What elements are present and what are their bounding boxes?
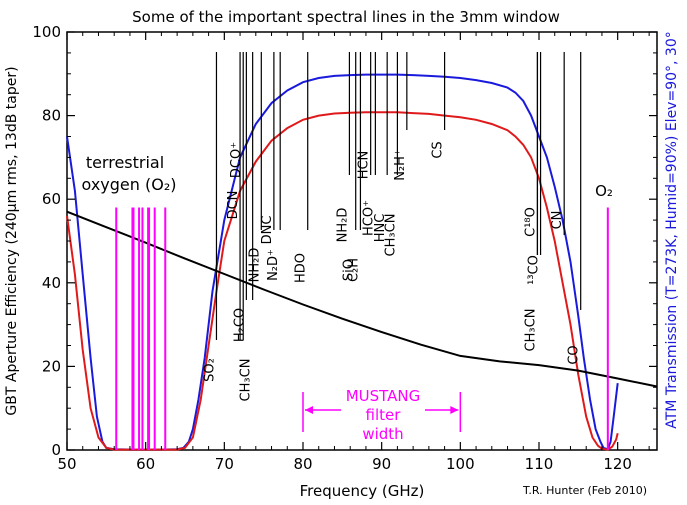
annotation-width: width (362, 425, 403, 443)
y-axis-label-left: GBT Aperture Efficiency (240μm rms, 13dB… (4, 66, 20, 415)
annotation-mustang: MUSTANG (346, 387, 421, 405)
x-tick-label: 100 (446, 455, 475, 473)
y-axis-label-right: ATM Transmission (T=273K, Humid=90%) Ele… (664, 31, 680, 428)
spectral-line-label: DCN (226, 191, 241, 220)
spectral-line-label: HCN (357, 151, 372, 180)
y-tick-label: 0 (51, 441, 61, 459)
y-tick-label: 60 (42, 190, 61, 208)
spectral-lines-layer: SO₂ DCN DCO⁺ H₂CO CH₃CN NH₂D DNC N₂D⁺ HDO NH₂D SiO… (202, 52, 582, 402)
spectral-line-label: NH₂D (247, 248, 262, 283)
spectral-line-label: CH₃CN (383, 214, 398, 257)
series-line-1 (66, 111, 619, 451)
spectral-line-label: DCO⁺ (229, 142, 244, 178)
y-tick-label: 80 (42, 107, 61, 125)
spectral-line-label: H₂CO (232, 308, 247, 342)
spectral-line-label: CN (550, 211, 565, 230)
spectral-line-label: C¹⁸O (523, 207, 538, 237)
oxygen-lines-layer (115, 207, 609, 450)
spectral-line-label: NH₂D (335, 208, 350, 243)
spectral-line-label: DNC (260, 216, 275, 245)
x-axis-label: Frequency (GHz) (300, 482, 425, 500)
spectral-line-label: CH₃CN (523, 309, 538, 352)
spectral-line-label: HNC (373, 214, 388, 243)
spectral-line-label: ¹³CO (527, 255, 542, 285)
spectral-line-label: N₂H⁺ (393, 149, 408, 181)
annotation-terrestrial: terrestrial (86, 153, 164, 172)
credit-text: T.R. Hunter (Feb 2010) (522, 484, 647, 497)
x-tick-label: 90 (372, 455, 391, 473)
mustang-band-layer (302, 392, 462, 432)
spectral-line-label: SO₂ (202, 358, 217, 382)
x-tick-label: 60 (136, 455, 155, 473)
spectral-line-label: CS (431, 141, 446, 158)
spectral-line-label: SiO (342, 259, 357, 281)
axes-layer: 50 60 70 80 90 100 110 120 0 20 40 60 80 100 (32, 23, 657, 473)
spectral-line-label: CO (567, 345, 582, 364)
chart-title: Some of the important spectral lines in … (132, 8, 560, 26)
y-tick-label: 40 (42, 274, 61, 292)
spectral-line-label: N₂D⁺ (266, 249, 281, 281)
mustang-arrowhead-right (450, 406, 459, 414)
x-tick-label: 80 (293, 455, 312, 473)
x-tick-label: 50 (57, 455, 76, 473)
annotation-oxygen: oxygen (O₂) (82, 175, 177, 194)
y-tick-label: 100 (32, 23, 61, 41)
spectral-line-label: C₂H (346, 258, 361, 282)
x-tick-label: 120 (603, 455, 632, 473)
spectral-line-label: HCO⁺ (361, 200, 376, 236)
x-tick-label: 110 (525, 455, 554, 473)
spectral-line-label: HDO (294, 253, 309, 283)
annotation-filter: filter (366, 406, 402, 424)
mustang-arrowhead-left (305, 406, 313, 414)
spectral-line-label: CH₃CN (239, 359, 254, 402)
x-tick-label: 70 (215, 455, 234, 473)
y-tick-label: 20 (42, 357, 61, 375)
annotation-o2-118: O₂ (595, 182, 613, 200)
